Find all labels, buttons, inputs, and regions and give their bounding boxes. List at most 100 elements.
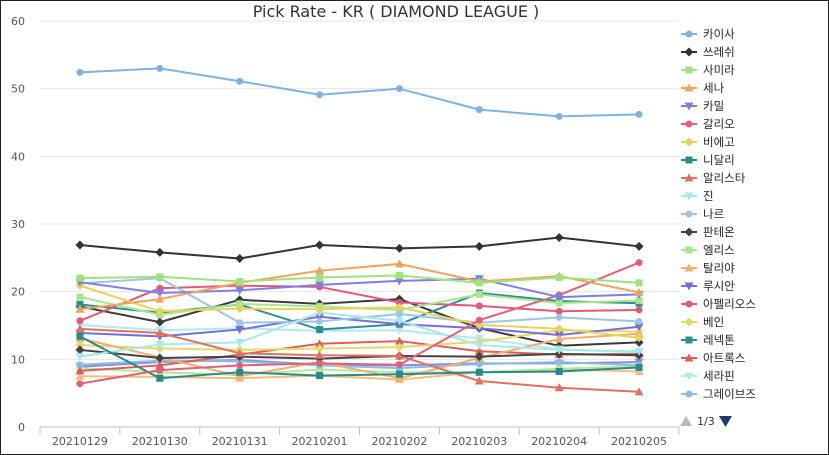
legend-marker — [685, 156, 693, 164]
legend-item[interactable]: 비에고 — [681, 135, 735, 149]
legend-label: 세나 — [703, 81, 725, 95]
data-point — [156, 273, 164, 281]
legend-item[interactable]: 니달리 — [681, 153, 735, 167]
data-point — [634, 329, 644, 338]
data-point — [475, 279, 483, 287]
data-point — [316, 317, 324, 325]
x-tick-label: 20210204 — [531, 435, 587, 448]
x-tick-label: 20210205 — [611, 435, 667, 448]
data-point — [75, 371, 85, 380]
legend-marker — [685, 30, 693, 38]
data-point — [555, 313, 563, 321]
legend-label: 레넥톤 — [703, 333, 735, 347]
legend-label: 사미라 — [703, 63, 735, 77]
legend-marker — [684, 173, 694, 182]
legend-label: 카이사 — [703, 27, 735, 41]
y-tick-label: 40 — [11, 150, 25, 163]
legend-marker — [684, 317, 694, 327]
data-point — [155, 294, 165, 303]
legend-item[interactable]: 사미라 — [681, 63, 735, 77]
y-tick-label: 60 — [11, 15, 25, 28]
series-8 — [76, 332, 643, 382]
chart-title: Pick Rate - KR ( DIAMOND LEAGUE ) — [253, 2, 540, 21]
legend-label: 탈리야 — [703, 261, 735, 275]
data-point — [76, 317, 84, 325]
data-point — [235, 254, 245, 264]
data-point — [394, 277, 404, 286]
data-point — [634, 387, 644, 396]
series-line — [79, 284, 640, 339]
legend-marker — [684, 47, 694, 57]
legend-item[interactable]: 아트록스 — [681, 351, 745, 365]
data-point — [315, 339, 325, 348]
legend-marker — [685, 336, 693, 344]
data-point — [474, 241, 484, 251]
data-point — [474, 341, 484, 350]
series-line — [79, 327, 640, 393]
pager-up-icon[interactable] — [680, 416, 692, 426]
pager-down-icon[interactable] — [719, 416, 732, 427]
data-point — [155, 340, 165, 349]
data-point — [554, 233, 564, 243]
legend-item[interactable]: 아펠리오스 — [681, 297, 756, 311]
data-point — [475, 106, 483, 114]
data-point — [315, 266, 325, 275]
legend-item[interactable]: 탈리야 — [681, 261, 735, 275]
legend-item[interactable]: 진 — [681, 189, 714, 203]
data-point — [634, 337, 644, 347]
data-point — [394, 326, 404, 335]
legend-item[interactable]: 갈리오 — [681, 117, 735, 131]
legend-marker — [684, 372, 694, 381]
legend: 카이사쓰레쉬사미라세나카밀갈리오비에고니달리알리스타진나르판테온엘리스탈리야루시… — [681, 27, 756, 401]
legend-item[interactable]: 카이사 — [681, 27, 735, 41]
legend-marker — [684, 282, 694, 291]
data-point — [156, 374, 164, 382]
series-line — [79, 67, 640, 118]
data-point — [236, 319, 244, 327]
data-point — [76, 380, 84, 388]
legend-item[interactable]: 알리스타 — [681, 171, 746, 185]
legend-item[interactable]: 세라핀 — [681, 369, 735, 383]
data-point — [235, 348, 245, 357]
legend-label: 아트록스 — [703, 351, 745, 365]
data-point — [395, 370, 403, 378]
x-tick-label: 20210130 — [132, 435, 188, 448]
pager-page-label: 1/3 — [697, 415, 715, 428]
legend-marker — [684, 263, 694, 272]
data-point — [235, 286, 245, 295]
legend-item[interactable]: 세나 — [681, 81, 725, 95]
legend-item[interactable]: 엘리스 — [681, 243, 735, 257]
data-point — [554, 383, 564, 392]
data-point — [394, 259, 404, 268]
data-point — [394, 317, 404, 326]
series-line — [79, 274, 640, 284]
legend-marker — [684, 353, 694, 362]
legend-label: 나르 — [703, 207, 724, 221]
x-tick-label: 20210202 — [371, 435, 427, 448]
x-tick-label: 20210203 — [451, 435, 507, 448]
data-point — [235, 371, 245, 380]
data-point — [555, 358, 563, 366]
data-point — [394, 373, 404, 382]
data-point — [394, 302, 404, 312]
legend-item[interactable]: 쓰레쉬 — [681, 45, 735, 59]
legend-label: 판테온 — [703, 225, 735, 239]
legend-item[interactable]: 판테온 — [681, 225, 735, 239]
legend-marker — [685, 66, 693, 74]
legend-item[interactable]: 그레이브즈 — [681, 387, 756, 401]
series-line — [79, 311, 640, 358]
data-point — [555, 299, 563, 307]
legend-label: 루시안 — [703, 279, 735, 293]
legend-item[interactable]: 베인 — [681, 315, 724, 329]
data-point — [315, 313, 325, 322]
series-line — [79, 284, 640, 322]
data-point — [395, 85, 403, 93]
data-point — [75, 304, 85, 313]
series-line — [79, 277, 640, 299]
legend-item[interactable]: 나르 — [681, 207, 724, 221]
data-point — [394, 351, 404, 360]
legend-label: 엘리스 — [703, 243, 735, 257]
legend-item[interactable]: 레넥톤 — [681, 333, 735, 347]
legend-item[interactable]: 카밀 — [681, 99, 724, 113]
legend-item[interactable]: 루시안 — [681, 279, 735, 293]
